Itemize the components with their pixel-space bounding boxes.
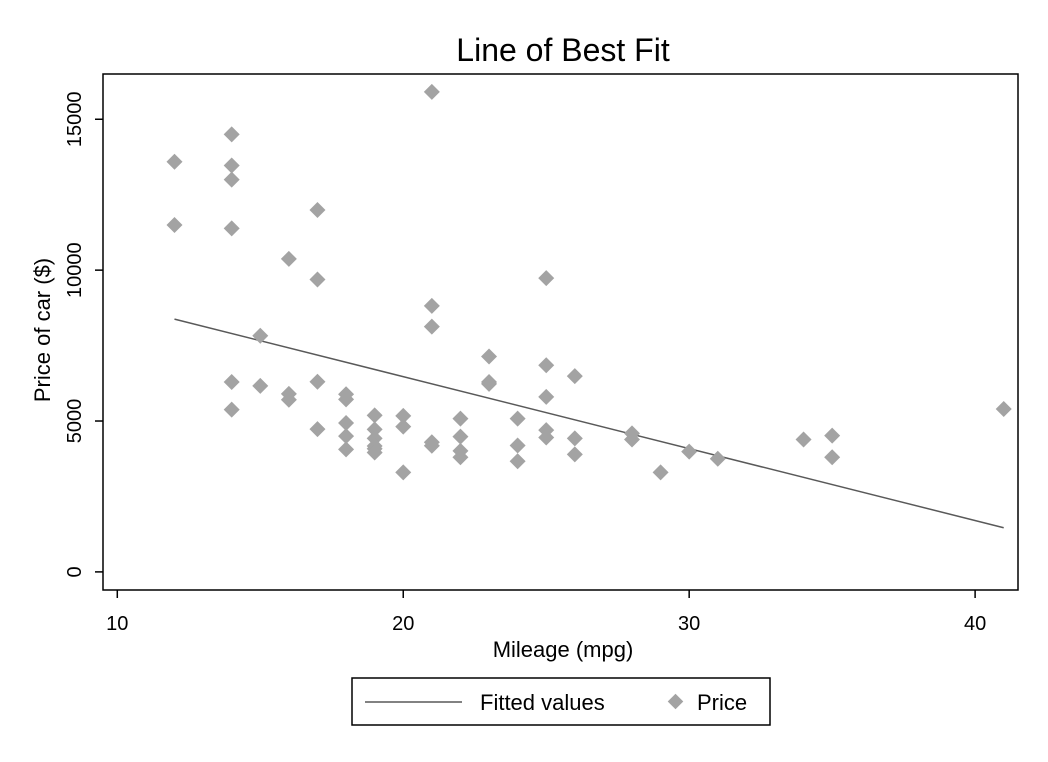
- price-point: [309, 271, 326, 288]
- price-point: [252, 327, 269, 344]
- price-point: [481, 373, 498, 390]
- legend: Fitted values Price: [351, 677, 771, 726]
- price-point: [566, 446, 583, 463]
- price-point: [223, 171, 240, 188]
- price-point: [223, 157, 240, 174]
- legend-price-label: Price: [697, 690, 747, 715]
- price-point: [366, 407, 383, 424]
- fitted-values-layer: [174, 318, 1004, 529]
- price-point: [395, 418, 412, 435]
- price-point: [309, 201, 326, 218]
- price-point: [366, 444, 383, 461]
- price-point: [452, 410, 469, 427]
- price-point: [423, 83, 440, 100]
- x-tick-label: 30: [678, 613, 700, 635]
- price-point: [223, 401, 240, 418]
- x-tick-label: 20: [392, 613, 414, 635]
- price-point: [538, 429, 555, 446]
- price-point: [538, 357, 555, 374]
- price-point: [481, 348, 498, 365]
- price-point: [338, 428, 355, 445]
- price-point: [995, 401, 1012, 418]
- y-axis-label: Price of car ($): [30, 258, 55, 402]
- x-tick-label: 10: [106, 613, 128, 635]
- price-point: [681, 443, 698, 460]
- price-point: [623, 431, 640, 448]
- price-point: [280, 391, 297, 408]
- price-point: [280, 250, 297, 267]
- price-point: [824, 427, 841, 444]
- price-point: [366, 421, 383, 438]
- price-point: [166, 153, 183, 170]
- price-point: [223, 373, 240, 390]
- price-point: [452, 428, 469, 445]
- price-point: [509, 437, 526, 454]
- x-tick-label: 40: [964, 613, 986, 635]
- fitted-values-line: [174, 318, 1004, 529]
- plot-area: [102, 73, 1019, 591]
- price-point: [309, 373, 326, 390]
- chart-title: Line of Best Fit: [456, 32, 670, 68]
- x-axis-label: Mileage (mpg): [493, 637, 634, 662]
- price-point: [338, 441, 355, 458]
- legend-box: [351, 677, 771, 726]
- price-point: [395, 464, 412, 481]
- price-point: [795, 431, 812, 448]
- y-tick-label: 10000: [64, 242, 86, 298]
- price-point: [566, 430, 583, 447]
- price-point: [423, 437, 440, 454]
- y-tick-label: 15000: [64, 91, 86, 147]
- price-point: [566, 368, 583, 385]
- price-point: [338, 391, 355, 408]
- price-point: [824, 449, 841, 466]
- price-point: [309, 421, 326, 438]
- price-point: [423, 318, 440, 335]
- price-point: [509, 410, 526, 427]
- x-axis: 10 20 30 40: [106, 590, 986, 635]
- price-point: [338, 415, 355, 432]
- price-point: [223, 220, 240, 237]
- y-tick-label: 0: [64, 566, 86, 577]
- price-point: [709, 450, 726, 467]
- y-tick-label: 5000: [64, 399, 86, 444]
- price-point: [423, 297, 440, 314]
- price-point: [509, 453, 526, 470]
- price-point: [223, 126, 240, 143]
- price-points-layer: [166, 83, 1012, 481]
- legend-price-swatch: [667, 693, 684, 710]
- y-axis: 0 5000 10000 15000: [64, 91, 103, 577]
- price-point: [538, 270, 555, 287]
- price-point: [452, 449, 469, 466]
- price-point: [252, 377, 269, 394]
- price-point: [652, 464, 669, 481]
- price-point: [166, 216, 183, 233]
- price-point: [395, 407, 412, 424]
- legend-fitted-values-label: Fitted values: [480, 690, 605, 715]
- price-point: [538, 388, 555, 405]
